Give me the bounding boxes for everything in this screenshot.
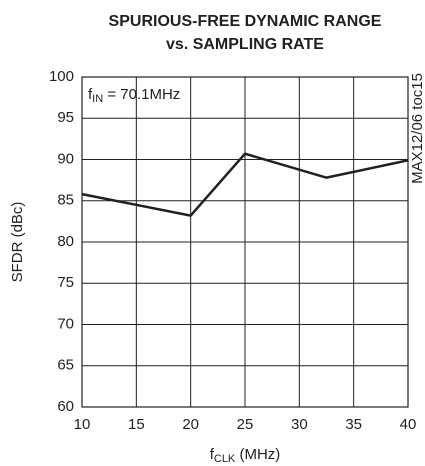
x-tick-label: 15 (128, 416, 145, 433)
y-tick-label: 100 (49, 68, 74, 85)
label-base: f (210, 446, 215, 463)
x-tick-label: 30 (291, 416, 308, 433)
y-tick-label: 70 (57, 315, 74, 332)
chart-title: vs. SAMPLING RATE (166, 36, 324, 53)
y-tick-label: 60 (57, 398, 74, 415)
y-tick-label: 95 (57, 109, 74, 126)
annotation-label: fIN = 70.1MHz (88, 86, 180, 105)
y-axis-label: SFDR (dBc) (9, 202, 26, 283)
label-subscript: IN (92, 93, 103, 105)
x-tick-label: 20 (182, 416, 199, 433)
y-tick-label: 75 (57, 274, 74, 291)
side-note: MAX12/06 toc15 (409, 73, 425, 184)
x-tick-label: 35 (345, 416, 362, 433)
label-base: f (88, 86, 93, 103)
x_label-label: fCLK (MHz) (210, 446, 281, 465)
label-subscript: CLK (214, 453, 236, 465)
chart-title: SPURIOUS-FREE DYNAMIC RANGE (109, 13, 382, 30)
data-line (81, 152, 409, 217)
label-rest: = 70.1MHz (103, 86, 180, 103)
plot-frame (81, 76, 409, 408)
y-tick-label: 90 (57, 150, 74, 167)
x-tick-label: 25 (237, 416, 254, 433)
x-tick-label: 40 (400, 416, 417, 433)
y-tick-label: 80 (57, 233, 74, 250)
label-rest: (MHz) (235, 446, 280, 463)
x-tick-label: 10 (74, 416, 91, 433)
y-tick-label: 85 (57, 192, 74, 209)
y-tick-label: 65 (57, 357, 74, 374)
